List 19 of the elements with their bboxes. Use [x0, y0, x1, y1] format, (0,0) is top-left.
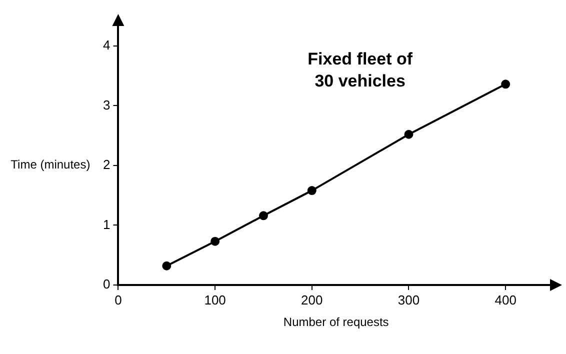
x-tick-label: 400: [494, 292, 516, 308]
y-tick-label: 1: [102, 216, 110, 232]
text: Fixed fleet of 30 vehicles: [308, 50, 413, 91]
point: [307, 186, 316, 196]
point: [210, 236, 220, 246]
x-axis-title: Number of requests: [283, 315, 389, 330]
x-tick-label: 200: [301, 292, 323, 308]
point: [404, 130, 414, 139]
y-tick-label: 4: [102, 37, 110, 52]
y-tick-label: 0: [102, 276, 110, 292]
x-tick-label: 0: [114, 292, 122, 308]
x-tick-label: 300: [398, 292, 420, 308]
y-axis-title: Time (minutes): [10, 158, 90, 172]
y-tick-label: 2: [102, 157, 110, 172]
x-tick-label: 100: [204, 292, 226, 308]
point: [162, 261, 172, 270]
point: [501, 80, 510, 89]
y-tick-label: 3: [102, 97, 110, 112]
point: [258, 211, 268, 220]
